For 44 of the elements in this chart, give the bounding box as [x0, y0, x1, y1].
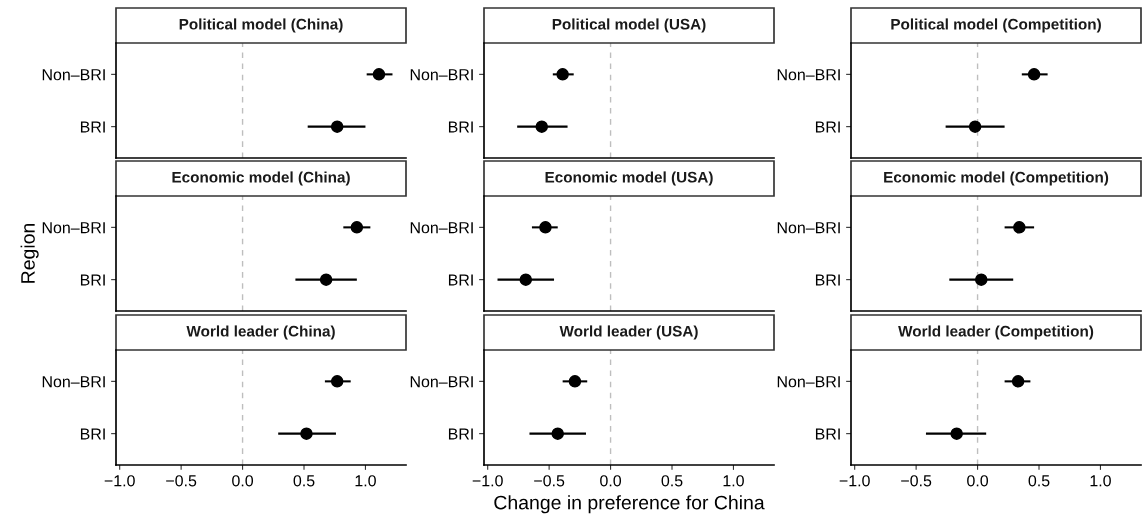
x-tick-label: −1.0 — [472, 475, 503, 487]
x-tick-label: 0.0 — [600, 475, 622, 487]
y-tick-label: BRI — [815, 121, 840, 133]
x-tick-label: −0.5 — [534, 475, 565, 487]
x-tick-label: −1.0 — [839, 475, 870, 487]
chart-title: World leader (Competition) — [898, 325, 1094, 340]
chart-title: Economic model (China) — [172, 171, 350, 186]
y-tick-label: BRI — [448, 274, 473, 286]
x-axis-title: Change in preference for China — [494, 495, 765, 514]
chart-title: Economic model (Competition) — [884, 171, 1109, 186]
x-tick-label: 0.5 — [1028, 475, 1050, 487]
x-tick-label: −0.5 — [166, 475, 197, 487]
x-tick-label: 0.5 — [661, 475, 683, 487]
y-tick-label: BRI — [815, 274, 840, 286]
chart-title: Political model (China) — [179, 18, 343, 33]
y-tick-label: BRI — [80, 274, 105, 286]
y-tick-label: Non–BRI — [410, 69, 473, 81]
y-tick-label: Non–BRI — [42, 222, 105, 234]
x-tick-label: 1.0 — [1090, 475, 1111, 487]
y-tick-label: Non–BRI — [777, 376, 840, 388]
chart-title: World leader (China) — [186, 325, 335, 340]
chart-title: Economic model (USA) — [545, 171, 713, 186]
y-tick-label: Non–BRI — [410, 222, 473, 234]
x-tick-label: 1.0 — [723, 475, 744, 487]
y-tick-label: BRI — [80, 121, 105, 133]
y-tick-label: BRI — [448, 121, 473, 133]
y-tick-label: Non–BRI — [777, 222, 840, 234]
y-tick-label: BRI — [80, 428, 105, 440]
x-tick-label: −0.5 — [901, 475, 932, 487]
chart-title: Political model (USA) — [552, 18, 706, 33]
y-tick-label: BRI — [448, 428, 473, 440]
y-tick-label: Non–BRI — [777, 69, 840, 81]
x-tick-label: 0.0 — [232, 475, 254, 487]
x-tick-label: 1.0 — [355, 475, 376, 487]
x-tick-label: 0.5 — [293, 475, 315, 487]
chart-title: Political model (Competition) — [891, 18, 1101, 33]
x-tick-label: 0.0 — [967, 475, 989, 487]
x-tick-label: −1.0 — [104, 475, 135, 487]
y-axis-title: Region — [20, 223, 39, 283]
y-tick-label: Non–BRI — [410, 376, 473, 388]
chart-title: World leader (USA) — [559, 325, 698, 340]
y-tick-label: BRI — [815, 428, 840, 440]
y-tick-label: Non–BRI — [42, 69, 105, 81]
y-tick-label: Non–BRI — [42, 376, 105, 388]
